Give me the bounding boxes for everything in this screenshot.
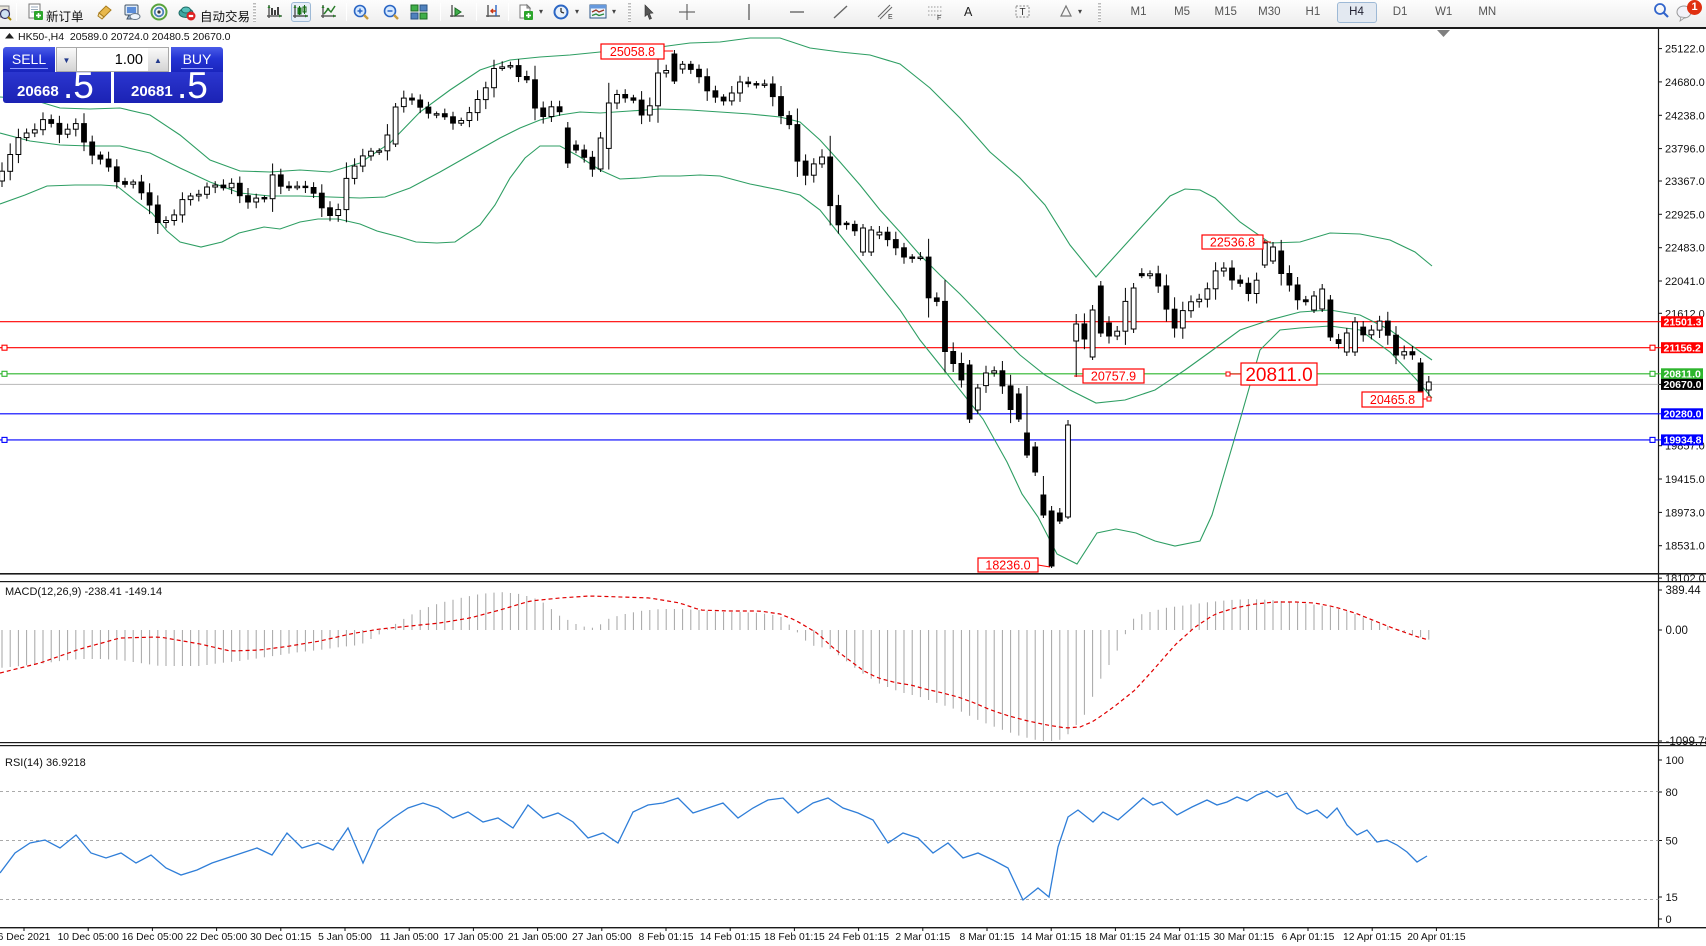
svg-text:30 Mar 01:15: 30 Mar 01:15 [1213,932,1274,943]
svg-text:-1099.78: -1099.78 [1666,736,1706,748]
svg-text:20280.0: 20280.0 [1664,409,1702,421]
svg-text:RSI(14) 36.9218: RSI(14) 36.9218 [5,757,86,769]
svg-text:19934.8: 19934.8 [1664,435,1702,447]
svg-text:8 Feb 01:15: 8 Feb 01:15 [639,932,694,943]
svg-text:20811.0: 20811.0 [1664,369,1702,381]
svg-text:18973.0: 18973.0 [1665,507,1705,519]
svg-text:20757.9: 20757.9 [1091,370,1136,384]
svg-text:24680.0: 24680.0 [1665,77,1705,89]
svg-text:17 Jan 05:00: 17 Jan 05:00 [444,932,504,943]
svg-text:12 Apr 01:15: 12 Apr 01:15 [1343,932,1402,943]
svg-text:50: 50 [1666,836,1678,848]
svg-text:18 Mar 01:15: 18 Mar 01:15 [1085,932,1146,943]
svg-text:22041.0: 22041.0 [1665,276,1705,288]
svg-text:0: 0 [1666,914,1672,926]
svg-text:22483.0: 22483.0 [1665,243,1705,255]
svg-text:22925.0: 22925.0 [1665,209,1705,221]
svg-text:14 Feb 01:15: 14 Feb 01:15 [700,932,761,943]
svg-text:21501.3: 21501.3 [1664,317,1702,329]
svg-text:24 Mar 01:15: 24 Mar 01:15 [1149,932,1210,943]
svg-text:25058.8: 25058.8 [610,45,655,59]
svg-text:18236.0: 18236.0 [985,559,1030,573]
svg-text:6 Apr 01:15: 6 Apr 01:15 [1282,932,1335,943]
svg-text:F: F [937,15,941,21]
svg-text:2 Mar 01:15: 2 Mar 01:15 [895,932,950,943]
svg-text:30 Dec 01:15: 30 Dec 01:15 [250,932,312,943]
svg-text:24238.0: 24238.0 [1665,110,1705,122]
svg-text:20670.0: 20670.0 [1664,379,1702,391]
svg-text:80: 80 [1666,787,1678,799]
svg-text:25122.0: 25122.0 [1665,44,1705,56]
svg-text:E: E [888,14,893,21]
svg-text:16 Dec 05:00: 16 Dec 05:00 [122,932,184,943]
svg-text:21 Jan 05:00: 21 Jan 05:00 [508,932,568,943]
svg-text:389.44: 389.44 [1666,585,1702,597]
svg-text:27 Jan 05:00: 27 Jan 05:00 [572,932,632,943]
svg-text:18531.0: 18531.0 [1665,541,1705,553]
svg-text:22 Dec 05:00: 22 Dec 05:00 [186,932,248,943]
svg-text:20 Apr 01:15: 20 Apr 01:15 [1407,932,1466,943]
svg-text:5 Jan 05:00: 5 Jan 05:00 [318,932,372,943]
svg-text:20465.8: 20465.8 [1370,393,1415,407]
svg-text:24 Feb 01:15: 24 Feb 01:15 [828,932,889,943]
svg-text:18 Feb 01:15: 18 Feb 01:15 [764,932,825,943]
svg-text:15: 15 [1666,892,1678,904]
svg-text:11 Jan 05:00: 11 Jan 05:00 [380,932,439,943]
svg-text:22536.8: 22536.8 [1210,236,1255,250]
svg-text:0.00: 0.00 [1666,625,1688,637]
svg-text:MACD(12,26,9) -238.41 -149.14: MACD(12,26,9) -238.41 -149.14 [5,586,162,598]
svg-text:10 Dec 05:00: 10 Dec 05:00 [58,932,120,943]
svg-text:21156.2: 21156.2 [1664,343,1702,355]
svg-text:HK50-,H4 20589.0 20724.0 2048: HK50-,H4 20589.0 20724.0 20480.5 20670.0 [18,31,231,43]
svg-text:20811.0: 20811.0 [1245,365,1312,386]
svg-text:23367.0: 23367.0 [1665,176,1705,188]
svg-text:T: T [1020,7,1026,18]
svg-text:23796.0: 23796.0 [1665,144,1705,156]
svg-text:14 Mar 01:15: 14 Mar 01:15 [1021,932,1082,943]
svg-text:19415.0: 19415.0 [1665,474,1705,486]
svg-text:100: 100 [1666,755,1684,767]
svg-text:18102.0: 18102.0 [1665,573,1705,585]
svg-text:8 Mar 01:15: 8 Mar 01:15 [960,932,1015,943]
svg-text:6 Dec 2021: 6 Dec 2021 [0,932,51,943]
